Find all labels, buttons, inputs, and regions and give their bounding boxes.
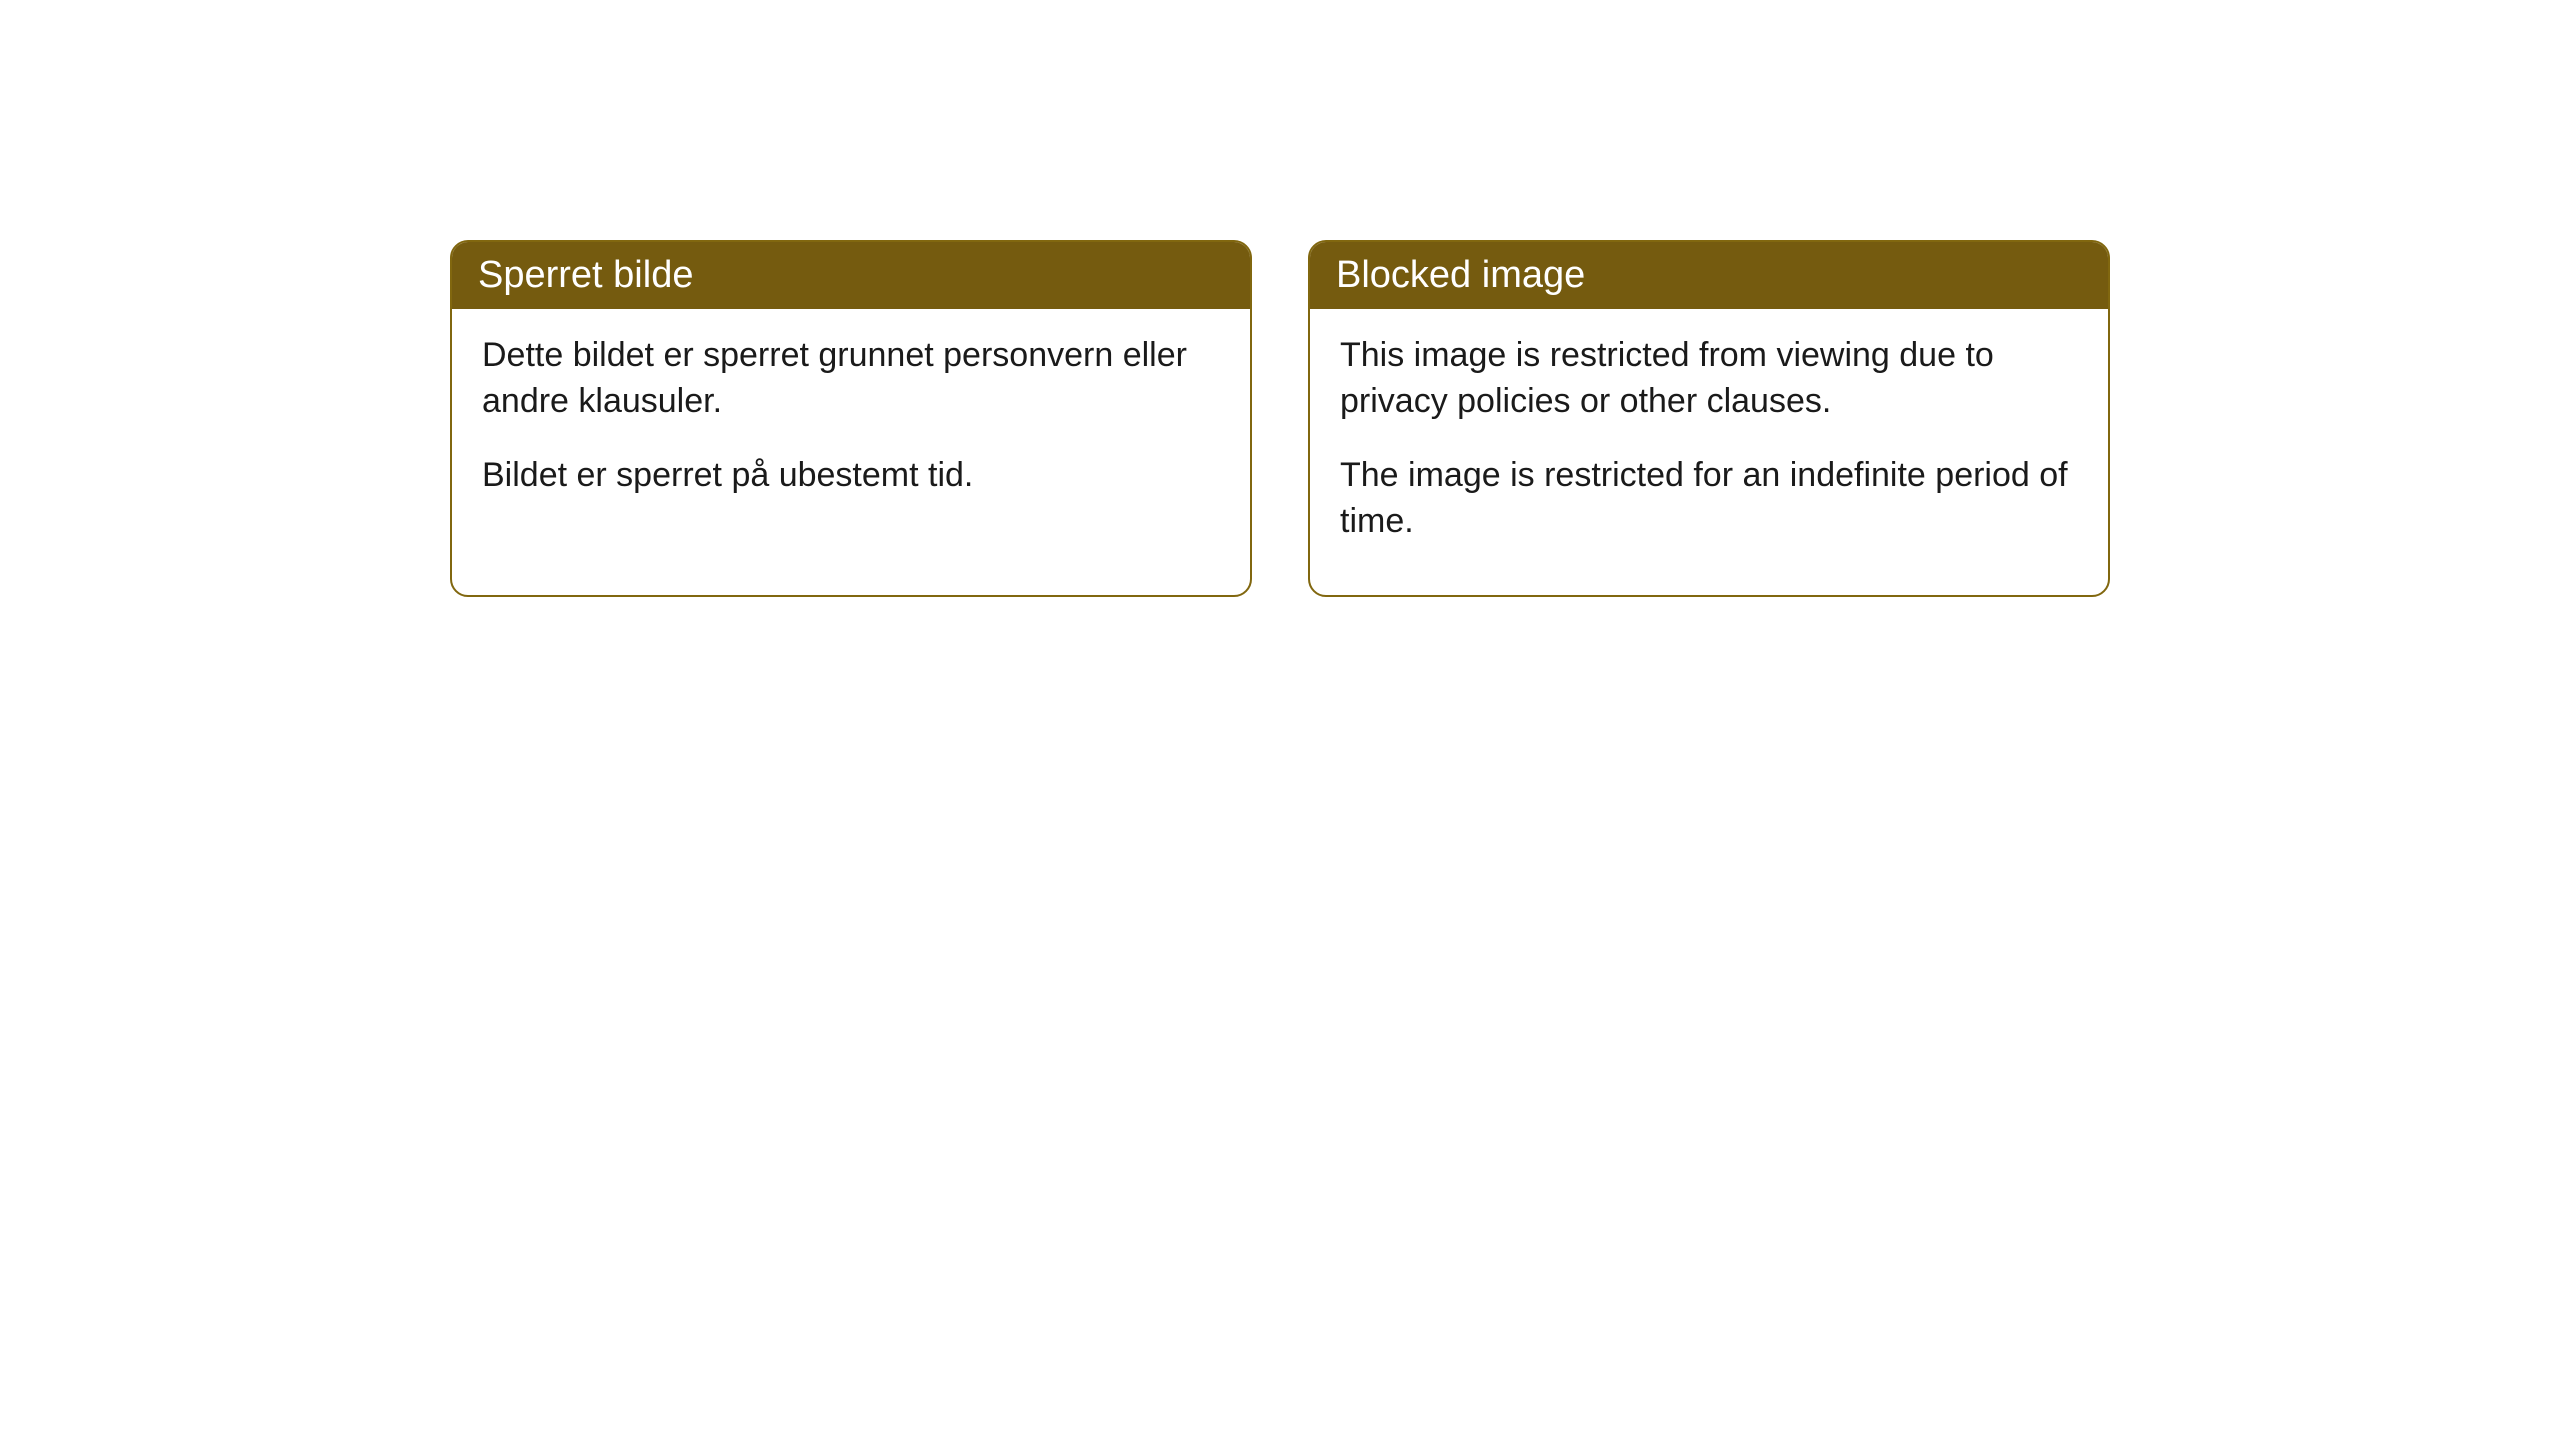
card-paragraph: The image is restricted for an indefinit… bbox=[1340, 453, 2078, 545]
cards-container: Sperret bilde Dette bildet er sperret gr… bbox=[450, 240, 2560, 597]
card-paragraph: Dette bildet er sperret grunnet personve… bbox=[482, 333, 1220, 425]
card-paragraph: Bildet er sperret på ubestemt tid. bbox=[482, 453, 1220, 499]
card-paragraph: This image is restricted from viewing du… bbox=[1340, 333, 2078, 425]
card-norwegian: Sperret bilde Dette bildet er sperret gr… bbox=[450, 240, 1252, 597]
card-header-english: Blocked image bbox=[1310, 242, 2108, 309]
card-body-norwegian: Dette bildet er sperret grunnet personve… bbox=[452, 309, 1250, 549]
card-english: Blocked image This image is restricted f… bbox=[1308, 240, 2110, 597]
card-body-english: This image is restricted from viewing du… bbox=[1310, 309, 2108, 595]
card-header-norwegian: Sperret bilde bbox=[452, 242, 1250, 309]
